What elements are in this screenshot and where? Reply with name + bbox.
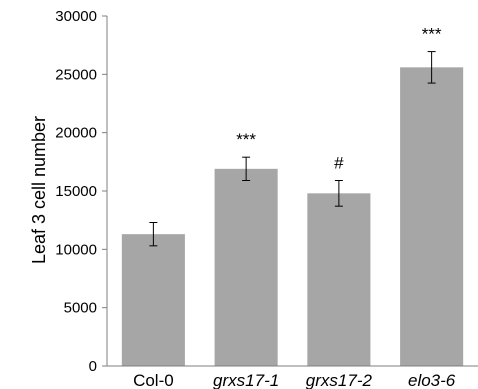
bar [121, 234, 185, 366]
y-tick-label: 10000 [55, 241, 97, 258]
bar [400, 67, 464, 366]
significance-label: *** [422, 25, 442, 44]
y-axis: 0 5000 10000 15000 20000 25000 30000 [55, 8, 108, 375]
bar [307, 193, 371, 366]
y-tick-label: 30000 [55, 8, 97, 25]
x-category-label: Col-0 [133, 371, 174, 389]
significance-label: # [334, 154, 344, 173]
y-tick-label: 0 [89, 358, 97, 375]
y-axis-title: Leaf 3 cell number [29, 116, 49, 264]
x-category-label: grxs17-2 [306, 371, 373, 389]
bar [214, 168, 278, 366]
y-tick-label: 20000 [55, 125, 97, 142]
significance-label: *** [236, 130, 256, 149]
y-tick-label: 25000 [55, 66, 97, 83]
y-tick-label: 15000 [55, 183, 97, 200]
y-tick-label: 5000 [64, 300, 97, 317]
bars: *** # *** [121, 25, 464, 366]
x-category-label: grxs17-1 [213, 371, 279, 389]
x-axis: Col-0 grxs17-1 grxs17-2 elo3-6 [107, 365, 478, 389]
x-category-label: elo3-6 [408, 371, 456, 389]
